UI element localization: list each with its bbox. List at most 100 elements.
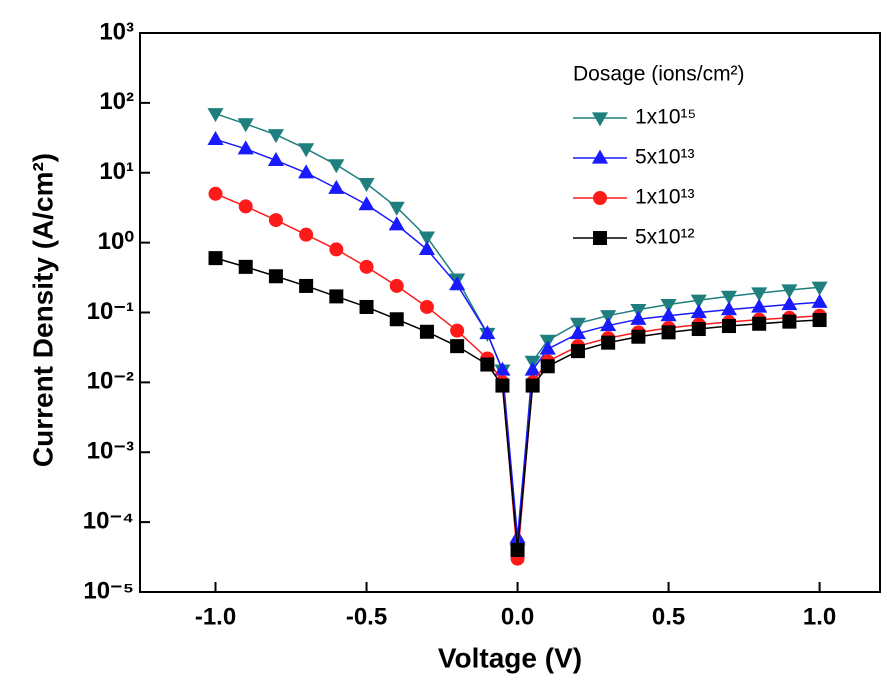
marker: [389, 312, 404, 327]
marker: [208, 186, 223, 201]
marker: [510, 542, 525, 557]
marker: [600, 317, 617, 332]
marker: [207, 108, 224, 123]
marker: [237, 140, 254, 155]
marker: [358, 196, 375, 211]
y-tick-label: 10²: [99, 88, 134, 115]
x-axis-title: Voltage (V): [438, 642, 582, 673]
marker: [525, 378, 540, 393]
legend-label: 1x10¹⁵: [635, 106, 696, 129]
marker: [751, 287, 768, 302]
marker: [328, 159, 345, 174]
marker: [782, 314, 797, 329]
legend-marker: [593, 191, 607, 205]
marker: [268, 213, 283, 228]
y-axis-title: Current Density (A/cm²): [27, 153, 58, 467]
y-tick-label: 10¹: [99, 158, 134, 185]
marker: [569, 317, 587, 332]
marker: [449, 276, 466, 291]
marker: [358, 177, 375, 192]
y-tick-label: 10⁻¹: [87, 298, 134, 325]
marker: [389, 278, 404, 293]
marker: [418, 231, 435, 246]
y-tick-label: 10⁻³: [87, 438, 134, 465]
y-tick-label: 10⁻²: [87, 368, 134, 395]
marker: [781, 284, 798, 299]
marker: [752, 316, 767, 331]
marker: [299, 227, 314, 242]
marker: [720, 301, 738, 316]
legend-label: 5x10¹³: [635, 146, 695, 169]
marker: [479, 325, 496, 340]
marker: [450, 339, 465, 354]
y-tick-label: 10⁻⁵: [83, 577, 134, 604]
marker: [524, 361, 541, 376]
marker: [207, 131, 224, 146]
marker: [359, 259, 374, 274]
y-tick-label: 10⁰: [98, 228, 135, 255]
legend-marker: [593, 231, 607, 245]
marker: [600, 310, 617, 325]
x-tick-label: -1.0: [195, 603, 236, 630]
legend-label: 5x10¹²: [635, 226, 695, 249]
marker: [540, 359, 555, 374]
marker: [660, 298, 677, 313]
marker: [631, 329, 646, 344]
marker: [494, 361, 511, 376]
marker: [267, 129, 284, 144]
marker: [495, 378, 510, 393]
marker: [419, 299, 434, 314]
legend-label: 1x10¹³: [635, 186, 695, 209]
marker: [720, 290, 738, 305]
legend-title: Dosage (ions/cm²): [573, 63, 745, 86]
legend-marker: [591, 112, 609, 127]
series-line: [215, 193, 820, 559]
x-tick-label: 0.0: [501, 603, 534, 630]
marker: [601, 335, 616, 350]
marker: [388, 216, 405, 231]
marker: [569, 325, 587, 340]
series-line: [215, 138, 820, 538]
marker: [781, 296, 798, 311]
legend-marker: [591, 149, 609, 164]
marker: [450, 323, 465, 338]
marker: [419, 324, 434, 339]
y-tick-label: 10³: [99, 18, 134, 45]
marker: [418, 240, 435, 255]
marker: [630, 310, 647, 325]
marker: [691, 322, 706, 337]
x-tick-label: 0.5: [652, 603, 685, 630]
marker: [267, 152, 284, 167]
marker: [208, 251, 223, 266]
marker: [721, 319, 736, 334]
y-tick-label: 10⁻⁴: [83, 507, 134, 534]
marker: [812, 313, 827, 328]
marker: [539, 340, 556, 355]
x-tick-label: -0.5: [346, 603, 387, 630]
marker: [238, 259, 253, 274]
marker: [329, 242, 344, 257]
marker: [388, 201, 405, 216]
marker: [509, 529, 526, 544]
marker: [298, 143, 315, 158]
marker: [811, 281, 828, 296]
marker: [238, 199, 253, 214]
marker: [480, 357, 495, 372]
marker: [811, 293, 828, 308]
marker: [329, 289, 344, 304]
marker: [328, 179, 345, 194]
x-tick-label: 1.0: [803, 603, 836, 630]
marker: [298, 164, 315, 179]
marker: [359, 299, 374, 314]
marker: [237, 118, 254, 133]
marker: [690, 304, 707, 319]
plot-frame: [139, 32, 881, 593]
marker: [751, 298, 768, 313]
marker: [690, 294, 707, 309]
marker: [268, 269, 283, 284]
marker: [660, 307, 677, 322]
marker: [570, 344, 585, 359]
marker: [299, 278, 314, 293]
marker: [661, 325, 676, 340]
